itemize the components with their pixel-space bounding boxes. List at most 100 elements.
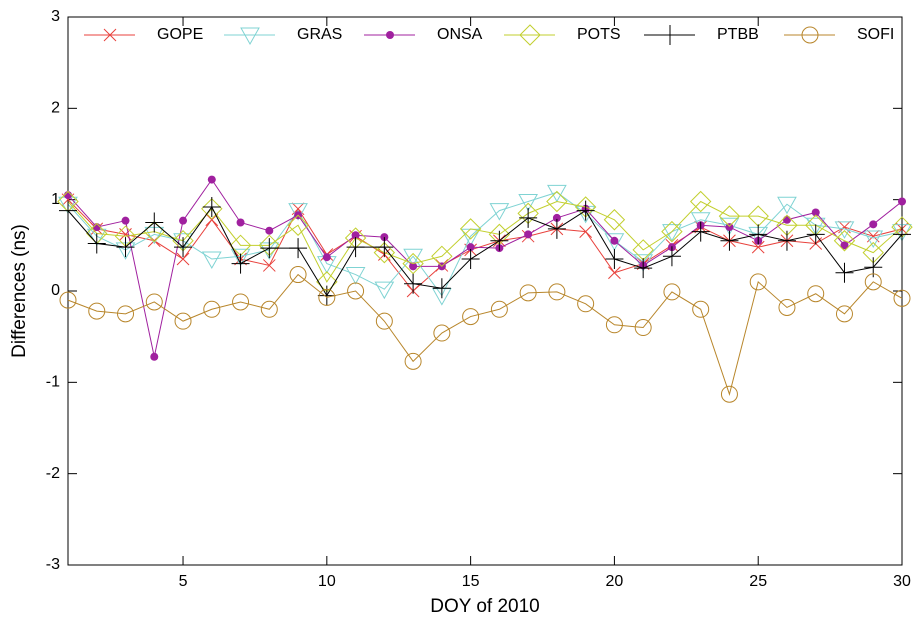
data-point [374,281,395,300]
data-point [289,238,308,259]
data-point [834,221,855,239]
data-point [347,282,365,300]
legend-label: ONSA [437,26,483,43]
data-point [579,225,593,238]
data-point [778,298,796,316]
data-point [608,266,621,280]
y-tick-label: 3 [51,8,60,25]
data-point [833,230,856,252]
data-point [719,217,740,236]
legend-label: PTBB [717,26,759,43]
data-point [231,253,250,274]
data-point [380,233,389,242]
data-point [150,352,159,361]
data-point [174,312,192,330]
data-point [351,231,360,240]
x-tick-label: 15 [462,573,480,590]
data-point [863,230,884,249]
data-point [117,305,135,323]
data-point [232,293,250,311]
data-point [604,233,625,251]
y-tick-label: 0 [51,282,60,299]
data-point [519,207,538,228]
data-point [116,237,135,258]
y-tick-label: -2 [46,465,60,482]
data-point [864,273,882,291]
data-point [898,197,906,206]
data-point [490,230,509,251]
x-tick-label: 10 [318,573,336,590]
data-point [288,203,308,221]
x-tick-label: 20 [606,573,624,590]
data-point [121,216,130,225]
series-line [67,200,903,283]
data-point [689,190,712,213]
data-point [893,289,911,307]
data-point [518,193,538,212]
data-point [690,212,711,230]
legend-marker [519,24,541,46]
data-point [691,221,710,242]
data-point [720,230,739,251]
data-point [805,217,826,236]
data-point [262,259,276,272]
series-line [67,199,903,292]
data-point [577,295,595,313]
data-point [869,220,878,229]
y-axis-label: Differences (ns) [9,224,30,358]
data-point [459,218,482,240]
data-point [806,224,825,245]
data-point [59,200,77,221]
x-axis-label: DOY of 2010 [430,596,540,617]
data-point [840,241,849,250]
data-point [88,302,106,320]
x-tick-label: 30 [893,573,911,590]
data-point [346,237,365,258]
y-tick-label: 2 [51,100,60,117]
x-tick-label: 5 [179,573,188,590]
data-point [576,200,595,221]
data-point [603,209,626,231]
data-point [811,208,820,217]
data-point [409,262,418,271]
data-point [777,230,796,251]
data-point [404,352,422,370]
x-tick-label: 25 [749,573,767,590]
data-point [207,175,216,184]
legend-marker [661,25,679,45]
data-point [548,283,566,301]
data-point [718,205,741,227]
series-line [67,178,903,357]
data-point [433,324,451,342]
data-point [720,385,738,403]
data-point [59,291,77,309]
data-point [373,241,396,264]
legend-label: SOFI [857,26,894,43]
legend-label: POTS [577,26,621,43]
legend-marker [240,27,260,46]
data-point [547,184,567,203]
data-point [260,238,279,259]
data-point [661,220,683,243]
data-point [145,293,163,311]
data-point [893,224,911,245]
data-point [236,218,245,227]
data-point [404,273,423,294]
data-point [431,245,453,268]
data-point [179,216,188,225]
series-line [67,191,903,297]
data-point [546,190,568,213]
data-point [265,226,274,235]
data-point [519,284,537,302]
data-point [662,224,682,242]
data-point [490,300,508,318]
data-point [64,191,72,200]
data-point [725,223,734,232]
data-point [201,198,223,220]
data-point [260,300,278,318]
data-point [461,249,480,270]
data-point [662,246,681,267]
data-point [462,308,480,326]
data-point [202,196,221,217]
